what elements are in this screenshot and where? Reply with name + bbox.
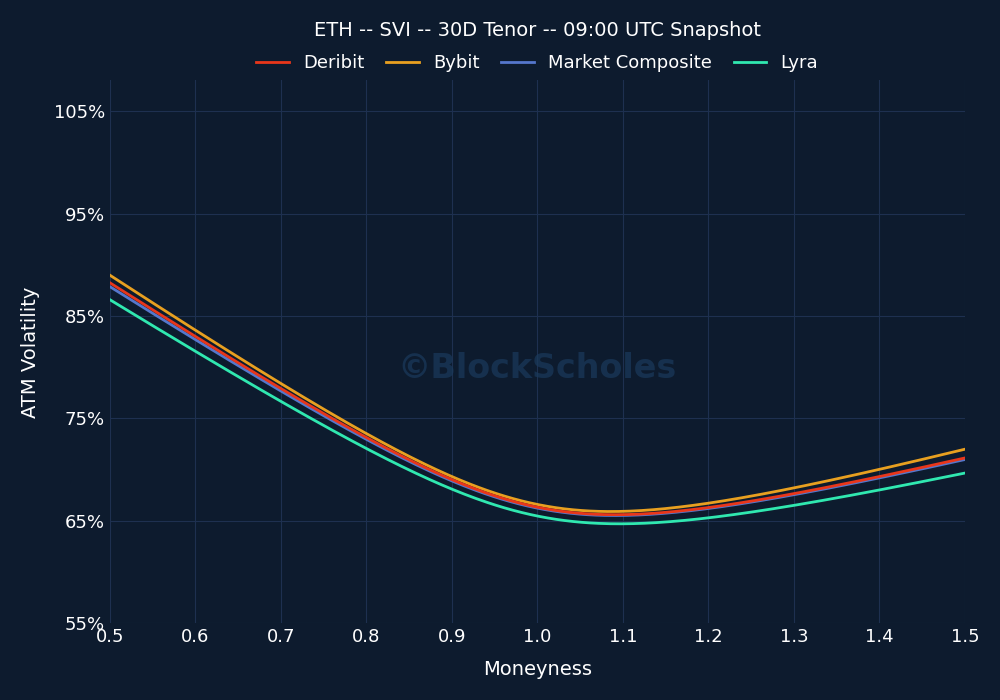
Deribit xyxy=(616,510,628,519)
Deribit xyxy=(630,510,642,519)
Deribit xyxy=(610,510,622,519)
Market Composite xyxy=(104,282,116,290)
Lyra xyxy=(104,295,116,304)
Y-axis label: ATM Volatility: ATM Volatility xyxy=(21,286,40,417)
Bybit xyxy=(616,508,628,516)
Market Composite xyxy=(613,511,625,519)
Lyra xyxy=(959,469,971,477)
Deribit xyxy=(959,454,971,462)
Market Composite xyxy=(882,472,894,480)
Market Composite xyxy=(827,483,839,491)
Lyra xyxy=(610,519,622,528)
Deribit xyxy=(107,280,119,288)
Lyra xyxy=(613,519,625,528)
Market Composite xyxy=(610,511,622,519)
Deribit xyxy=(882,470,894,479)
Deribit xyxy=(613,510,625,519)
Market Composite xyxy=(616,511,628,519)
Market Composite xyxy=(959,455,971,463)
Text: ©BlockScholes: ©BlockScholes xyxy=(398,351,677,384)
Bybit xyxy=(630,507,642,515)
Lyra xyxy=(616,519,628,528)
Line: Deribit: Deribit xyxy=(110,283,965,514)
Bybit xyxy=(104,271,116,279)
Deribit xyxy=(827,482,839,490)
Bybit xyxy=(882,463,894,472)
X-axis label: Moneyness: Moneyness xyxy=(483,660,592,679)
Bybit xyxy=(827,475,839,484)
Lyra xyxy=(107,298,119,306)
Bybit xyxy=(604,508,616,516)
Bybit xyxy=(959,445,971,454)
Lyra xyxy=(827,494,839,503)
Title: ETH -- SVI -- 30D Tenor -- 09:00 UTC Snapshot: ETH -- SVI -- 30D Tenor -- 09:00 UTC Sna… xyxy=(314,21,761,40)
Market Composite xyxy=(630,511,642,519)
Lyra xyxy=(630,519,642,528)
Line: Bybit: Bybit xyxy=(110,275,965,512)
Legend: Deribit, Bybit, Market Composite, Lyra: Deribit, Bybit, Market Composite, Lyra xyxy=(256,54,818,72)
Deribit xyxy=(104,279,116,287)
Lyra xyxy=(882,484,894,493)
Line: Market Composite: Market Composite xyxy=(110,286,965,515)
Market Composite xyxy=(107,284,119,293)
Bybit xyxy=(613,508,625,516)
Bybit xyxy=(107,273,119,281)
Line: Lyra: Lyra xyxy=(110,300,965,524)
